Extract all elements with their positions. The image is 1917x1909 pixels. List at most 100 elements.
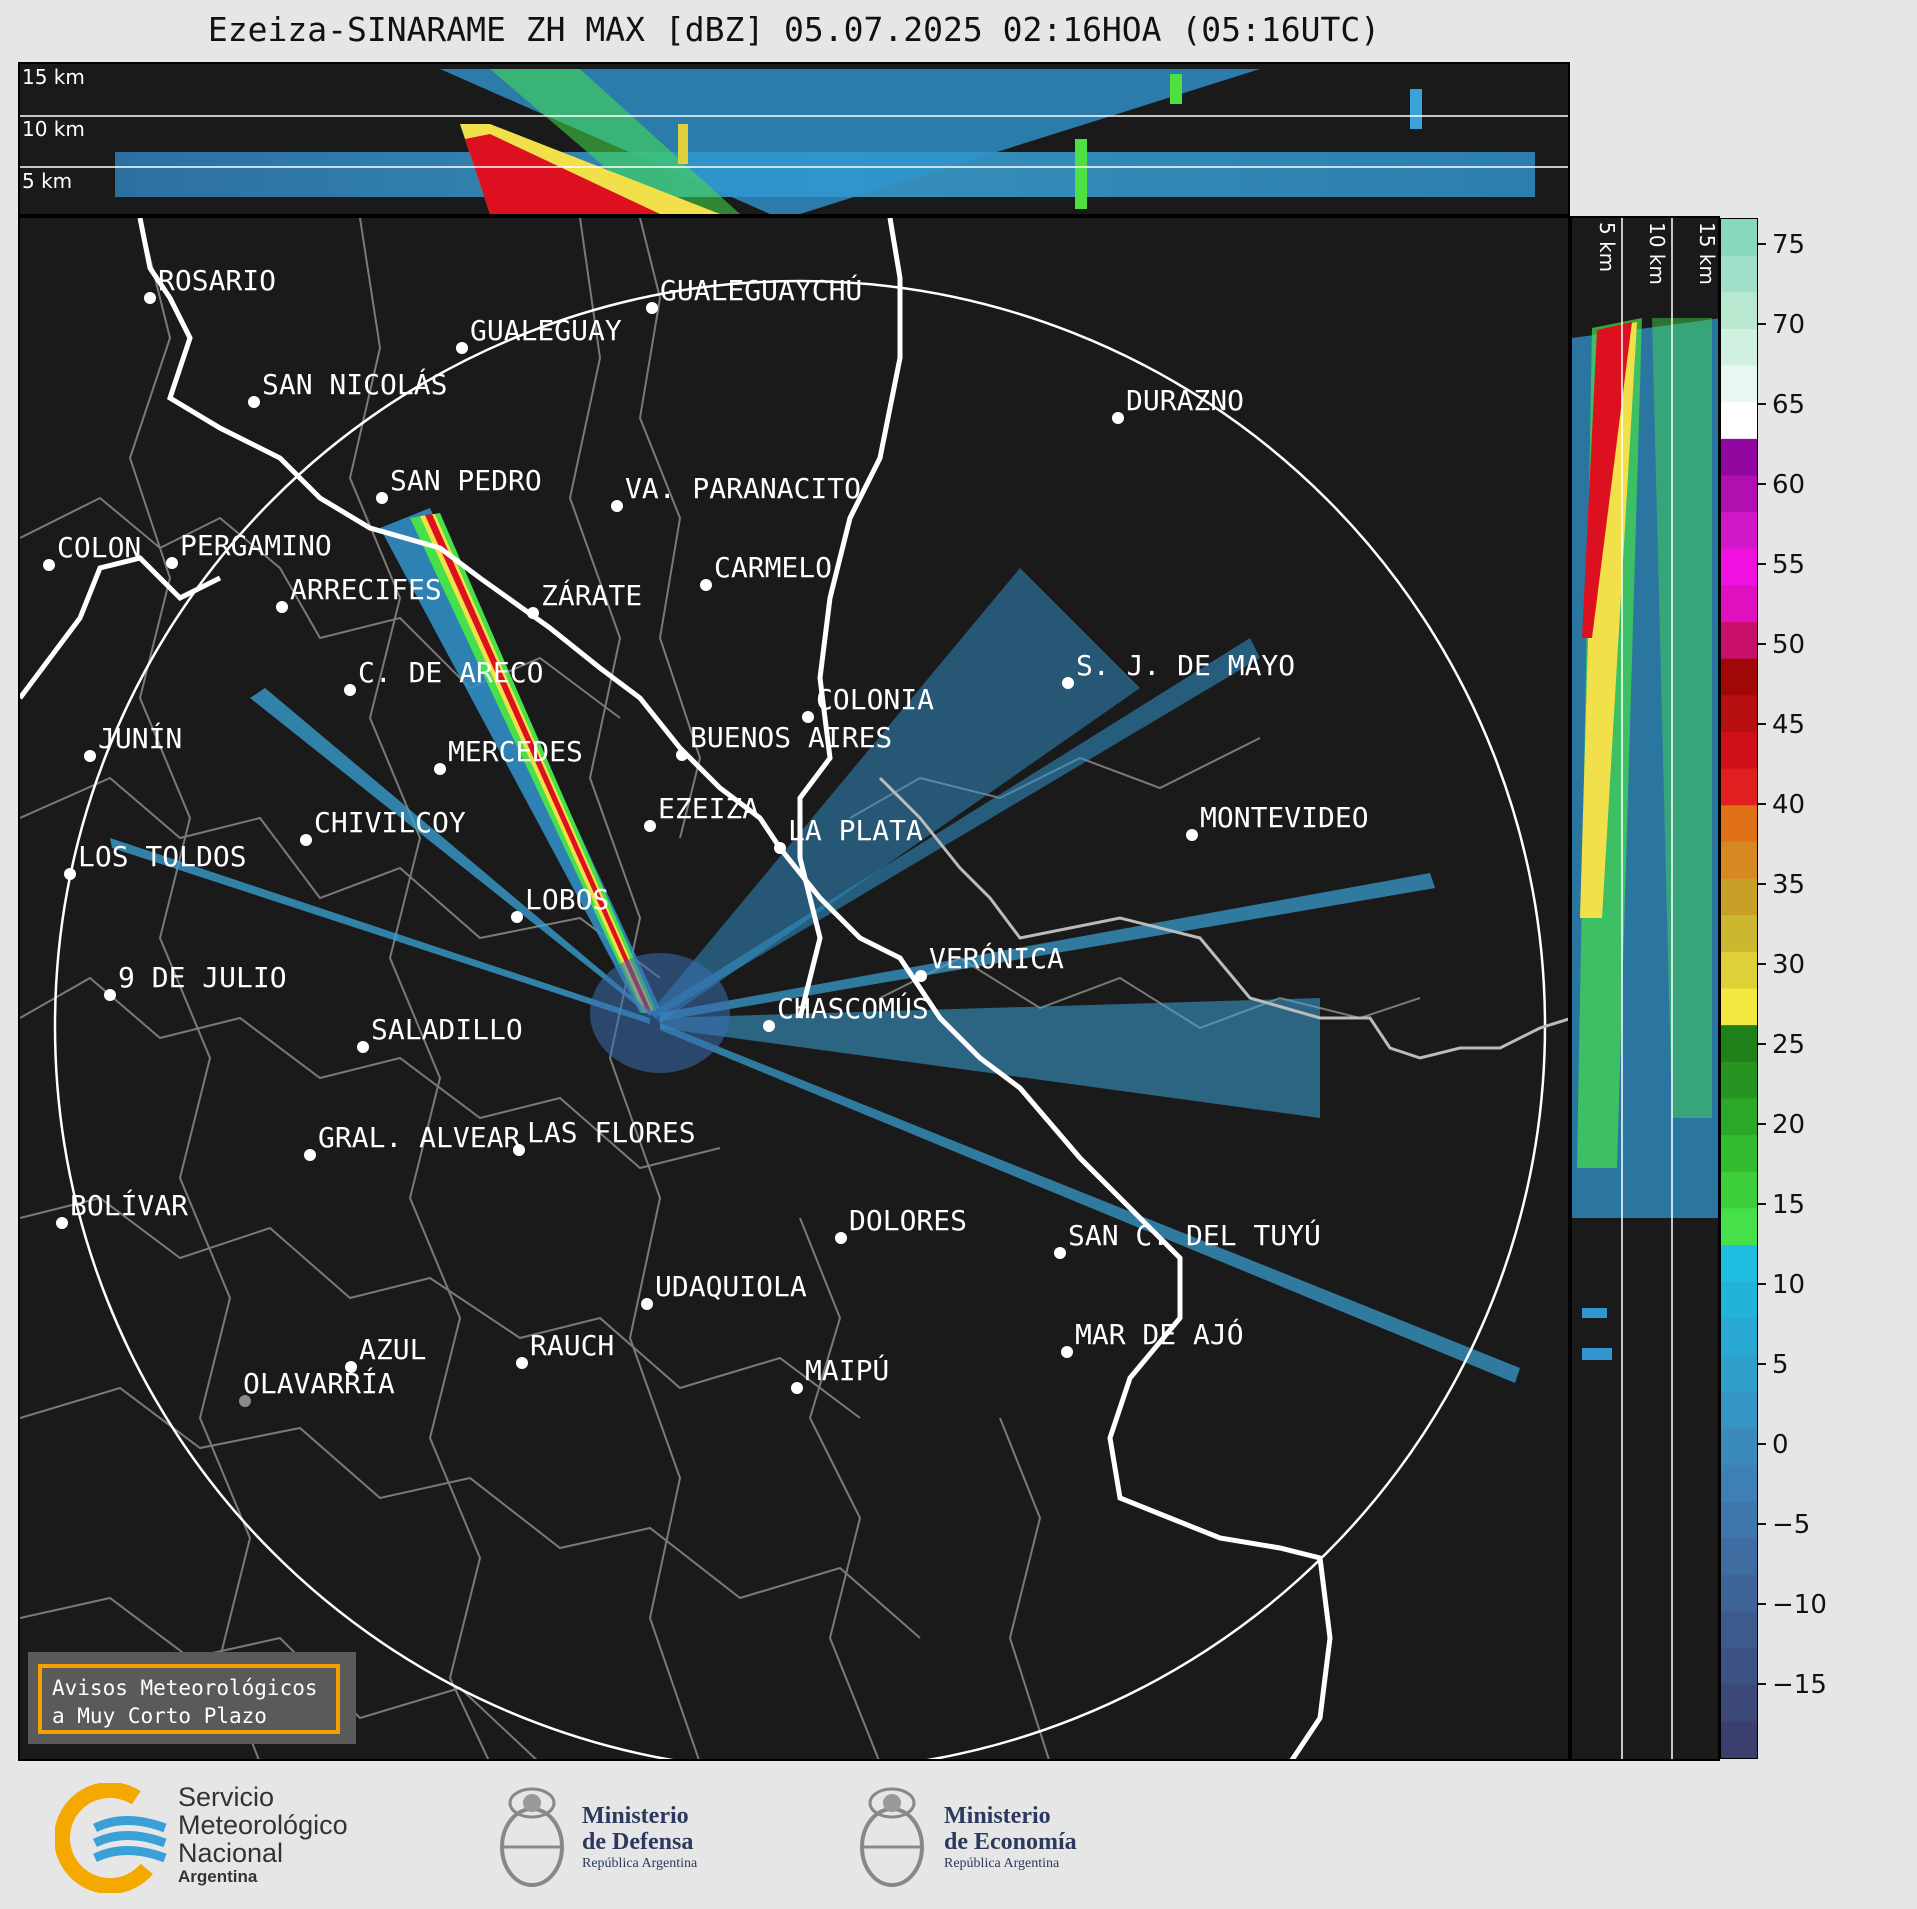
radar-map-panel: ROSARIO GUALEGUAYCHÚ GUALEGUAY SAN NICOLÁS D… [18, 216, 1570, 1761]
city-marker: CHIVILCOY [300, 806, 466, 846]
city-dot [791, 1382, 803, 1394]
city-label: CARMELO [714, 551, 832, 584]
chart-title: Ezeiza-SINARAME ZH MAX [dBZ] 05.07.2025 … [207, 10, 1381, 49]
height-label-5km: 5 km [22, 169, 72, 193]
city-marker: SALADILLO [357, 1013, 523, 1053]
city-dot [345, 1361, 357, 1373]
warning-line-1: Avisos Meteorológicos [52, 1676, 318, 1700]
city-label: UDAQUIOLA [655, 1270, 807, 1303]
city-marker: SAN C. DEL TUYÚ [1054, 1218, 1321, 1259]
city-dot [43, 559, 55, 571]
colorbar-band [1721, 1574, 1757, 1613]
coast-uruguay [878, 776, 1568, 1060]
echo-small-cell-4 [1410, 89, 1422, 129]
smn-line-1: Servicio [178, 1782, 275, 1812]
colorbar-band [1721, 951, 1757, 990]
city-dot [144, 292, 156, 304]
city-label: SALADILLO [371, 1013, 523, 1046]
city-dot [511, 911, 523, 923]
top-cross-section-svg: 15 km 10 km 5 km [20, 65, 1568, 214]
city-label: RAUCH [530, 1329, 614, 1362]
city-label: ZÁRATE [541, 578, 642, 612]
city-dot [513, 1144, 525, 1156]
colorbar-band [1721, 402, 1757, 440]
city-dot [56, 1217, 68, 1229]
colorbar-band [1721, 1135, 1757, 1173]
warning-box[interactable]: Avisos Meteorológicos a Muy Corto Plazo [28, 1652, 356, 1744]
colorbar-band [1721, 512, 1757, 550]
city-dot [835, 1232, 847, 1244]
city-label: AZUL [359, 1333, 426, 1366]
city-dot [915, 970, 927, 982]
city-dot [239, 1395, 251, 1407]
smn-line-3: Nacional [178, 1838, 284, 1868]
city-marker: CHASCOMÚS [763, 991, 929, 1032]
city-marker: MAR DE AJÓ [1061, 1317, 1244, 1358]
city-label: CHIVILCOY [314, 806, 466, 839]
city-marker: DOLORES [835, 1204, 967, 1244]
colorbar-tick-label: −5 [1772, 1510, 1810, 1540]
echo-cone [440, 69, 1260, 214]
city-label: JUNÍN [98, 721, 182, 755]
city-marker: ARRECIFES [276, 573, 442, 613]
city-label: LA PLATA [788, 814, 923, 847]
city-marker: SAN NICOLÁS [248, 367, 447, 408]
colorbar-band [1721, 475, 1757, 513]
colorbar-tick-label: 55 [1772, 550, 1805, 580]
city-dot [300, 834, 312, 846]
colorbar-tick-label: 15 [1772, 1190, 1805, 1220]
colorbar-tick-label: 5 [1772, 1350, 1789, 1380]
city-marker: S. J. DE MAYO [1062, 649, 1295, 689]
colorbar-band [1721, 732, 1757, 770]
city-dot [84, 750, 96, 762]
city-marker: LOS TOLDOS [64, 840, 247, 880]
colorbar-band [1721, 1171, 1757, 1210]
colorbar-band [1721, 328, 1757, 367]
city-dot [646, 302, 658, 314]
colorbar-band [1721, 1354, 1757, 1393]
colorbar-band [1721, 438, 1757, 477]
colorbar-band [1721, 1464, 1757, 1503]
city-dot [276, 601, 288, 613]
city-marker: GUALEGUAYCHÚ [646, 273, 862, 314]
city-marker: BOLÍVAR [56, 1188, 188, 1229]
colorbar-tick-label: 20 [1772, 1110, 1805, 1140]
side-height-label-10km: 10 km [1645, 222, 1669, 285]
city-dot [802, 711, 814, 723]
colorbar-band [1721, 585, 1757, 623]
colorbar-tick-label: 25 [1772, 1030, 1805, 1060]
city-marker: CARMELO [700, 551, 832, 591]
city-marker: LA PLATA [774, 814, 923, 854]
defensa-line-3: República Argentina [582, 1856, 698, 1871]
city-marker: LOBOS [511, 883, 609, 923]
colorbar-tick-label: 45 [1772, 710, 1805, 740]
city-label: GUALEGUAY [470, 314, 622, 347]
city-marker: DURAZNO [1112, 384, 1244, 424]
city-dot [357, 1041, 369, 1053]
city-marker: COLON [43, 531, 141, 571]
city-label: BOLÍVAR [70, 1188, 188, 1222]
city-marker: PERGAMINO [166, 529, 332, 569]
city-label: GRAL. ALVEAR [318, 1121, 520, 1154]
city-dot [644, 820, 656, 832]
colorbar-band [1721, 805, 1757, 843]
economia-line-2: de Economía [944, 1829, 1077, 1855]
smn-logo-text: Servicio Meteorológico Nacional Argentin… [178, 1783, 348, 1887]
dbz-colorbar [1720, 218, 1758, 1759]
city-marker: VA. PARANACITO [611, 472, 861, 512]
city-dot [516, 1357, 528, 1369]
city-label: MONTEVIDEO [1200, 801, 1369, 834]
city-marker: MERCEDES [434, 735, 583, 775]
coat-of-arms-icon [500, 1787, 564, 1887]
colorbar-ticks: 75 70 65 60 55 50 45 40 35 30 25 20 15 10 5 0 −5 −10 −15 [1758, 218, 1858, 1759]
city-marker: ZÁRATE [527, 578, 642, 619]
footer-logos: Servicio Meteorológico Nacional Argentin… [0, 1761, 1917, 1909]
height-label-10km: 10 km [22, 117, 85, 141]
city-label: MAIPÚ [805, 1353, 889, 1387]
city-label: PERGAMINO [180, 529, 332, 562]
city-marker: ROSARIO [144, 264, 276, 304]
colorbar-band [1721, 219, 1757, 257]
side-cross-section-panel: 5 km 10 km 15 km [1570, 216, 1720, 1761]
city-marker: AZUL [345, 1333, 426, 1373]
